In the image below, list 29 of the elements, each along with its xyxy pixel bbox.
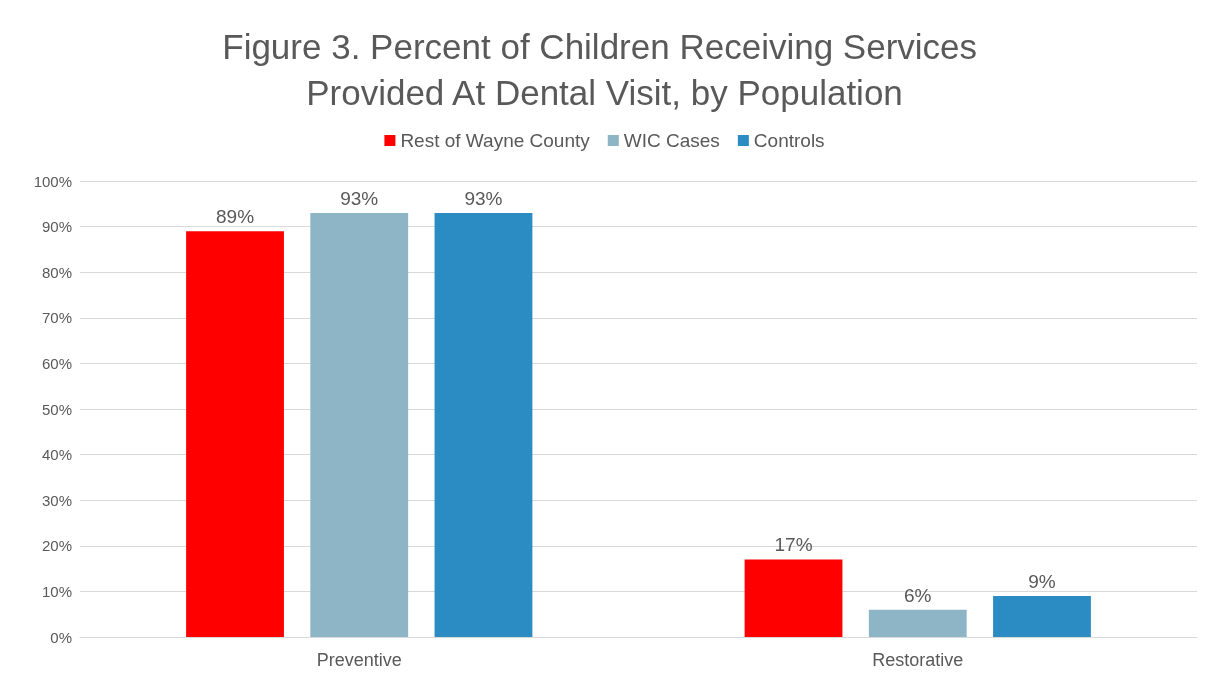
y-tick-label: 80%	[41, 263, 72, 281]
y-tick-label: 10%	[41, 582, 72, 600]
bar	[993, 595, 1091, 637]
x-tick-label: Preventive	[316, 650, 402, 670]
data-label: 6%	[904, 584, 932, 606]
chart-title: Figure 3. Percent of Children Receiving Services Provided At Dental Visit, by Population	[222, 26, 987, 112]
y-tick-label: 100%	[33, 172, 72, 190]
bar	[868, 609, 967, 637]
y-tick-label: 70%	[41, 309, 72, 327]
x-tick-label: Restorative	[872, 650, 964, 670]
y-tick-label: 40%	[41, 446, 72, 464]
data-label: 93%	[464, 187, 503, 209]
y-tick-label: 90%	[41, 218, 72, 236]
data-label: 17%	[774, 534, 813, 556]
data-label: 89%	[216, 206, 255, 228]
y-tick-label: 20%	[41, 537, 72, 555]
legend-label: Rest of Wayne County	[400, 130, 591, 151]
bar	[434, 212, 533, 637]
bar	[310, 212, 409, 637]
y-tick-label: 60%	[41, 354, 72, 372]
data-label: 93%	[340, 187, 379, 209]
y-tick-label: 0%	[50, 628, 72, 646]
y-tick-label: 50%	[41, 400, 72, 418]
bar	[744, 559, 843, 637]
bar	[186, 231, 284, 637]
data-label: 9%	[1028, 570, 1056, 592]
y-tick-label: 30%	[41, 491, 72, 509]
legend-label: Controls	[753, 130, 825, 151]
legend-label: WIC Cases	[623, 130, 720, 151]
